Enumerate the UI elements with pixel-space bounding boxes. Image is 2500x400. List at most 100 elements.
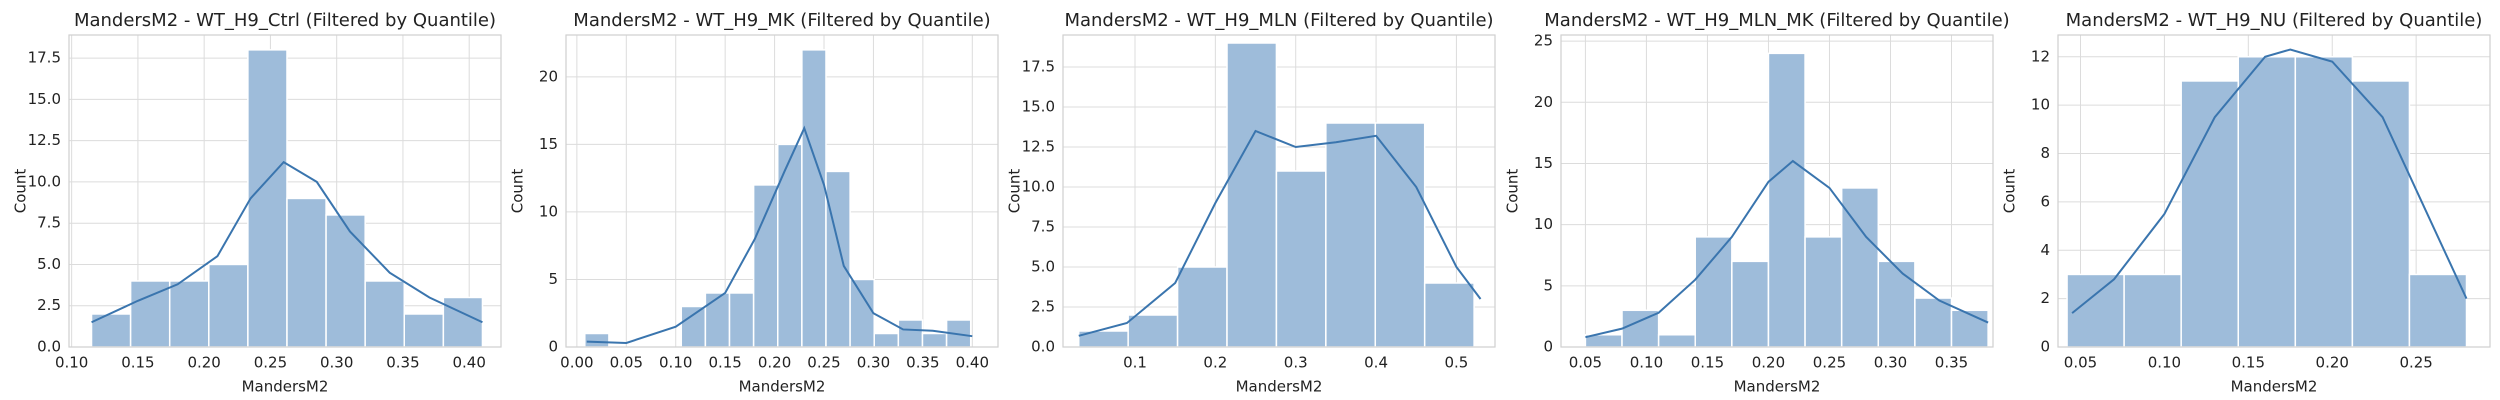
x-tick-label: 0.05 (2064, 354, 2097, 372)
bar (1423, 282, 1475, 348)
bar (2123, 273, 2182, 348)
y-tick-label: 17.5 (28, 49, 61, 67)
bar (1275, 170, 1327, 348)
bar (1767, 52, 1806, 348)
chart-title: MandersM2 - WT_H9_MLN (Filtered by Quant… (1064, 10, 1493, 31)
x-tick-label: 0.10 (2148, 354, 2181, 372)
x-tick-label: 0.05 (1569, 354, 1602, 372)
x-tick-label: 0.3 (1284, 354, 1308, 372)
bar (364, 280, 406, 348)
subplot: 0 5 10 15 20 0.00 0.05 0.10 0.15 0.20 0.25 0.30 0.35… (509, 10, 999, 396)
y-tick-label: 10.0 (28, 172, 61, 190)
x-tick-label: 0.15 (1691, 354, 1724, 372)
y-tick-label: 6 (2040, 192, 2050, 210)
y-tick-label: 0 (548, 338, 558, 356)
y-tick-label: 12.5 (28, 131, 61, 149)
y-tick-label: 2.5 (1031, 298, 1055, 316)
bar (2408, 273, 2468, 348)
bar (2294, 56, 2354, 348)
x-tick-label: 0.30 (1874, 354, 1907, 372)
x-tick-label: 0.25 (807, 354, 840, 372)
y-axis-label: Count (509, 169, 527, 214)
y-tick-label: 8 (2040, 144, 2050, 162)
y-tick-label: 20 (539, 67, 558, 85)
subplot: 0.0 2.5 5.0 7.5 10.0 12.5 15.0 17.5 0.1 0.2 0.3 0.4… (1006, 10, 1496, 396)
bar (1731, 260, 1770, 348)
x-tick-label: 0.2 (1203, 354, 1227, 372)
y-tick-label: 20 (1534, 93, 1553, 111)
kde-line (2071, 48, 2468, 314)
bar (1374, 122, 1426, 348)
x-tick-label: 0.10 (55, 354, 88, 372)
bar (1877, 260, 1916, 348)
bar (752, 184, 779, 348)
x-tick-label: 0.05 (610, 354, 643, 372)
kde-line (91, 160, 483, 324)
y-tick-label: 10 (1534, 215, 1553, 233)
subplot: 0.0 2.5 5.0 7.5 10.0 12.5 15.0 17.5 0.10 0.15 0.20… (12, 10, 502, 396)
x-tick-label: 0.30 (857, 354, 890, 372)
axes-frame (68, 34, 502, 348)
x-tick-label: 0.30 (320, 354, 353, 372)
x-tick-label: 0.20 (1752, 354, 1785, 372)
bar (680, 305, 707, 348)
x-tick-label: 0.10 (659, 354, 692, 372)
chart-title: MandersM2 - WT_H9_NU (Filtered by Quanti… (2066, 10, 2483, 31)
bar (286, 197, 327, 348)
x-tick-label: 0.40 (956, 354, 989, 372)
bar (825, 170, 851, 348)
bar (728, 292, 755, 348)
kde-line (1078, 129, 1482, 337)
bar (1914, 297, 1953, 348)
x-tick-label: 0.35 (906, 354, 939, 372)
bar (2351, 80, 2411, 348)
bar (849, 278, 875, 348)
axes-frame (1560, 34, 1994, 348)
y-tick-label: 15 (539, 135, 558, 153)
x-tick-label: 0.5 (1444, 354, 1468, 372)
y-tick-label: 0.0 (37, 338, 61, 356)
bar (2180, 80, 2240, 348)
y-tick-label: 25 (1534, 32, 1553, 50)
x-tick-label: 0.10 (1630, 354, 1663, 372)
y-tick-label: 10.0 (1022, 178, 1055, 196)
bar (403, 313, 445, 348)
bar (776, 143, 803, 348)
y-axis-label: Count (1504, 169, 1522, 214)
x-axis-label: MandersM2 (242, 378, 329, 396)
x-axis-label: MandersM2 (739, 378, 826, 396)
bar (168, 280, 210, 348)
bar (921, 332, 948, 348)
x-tick-label: 0.40 (452, 354, 485, 372)
x-tick-label: 0.25 (1813, 354, 1846, 372)
chart-title: MandersM2 - WT_H9_MK (Filtered by Quanti… (573, 10, 990, 31)
y-tick-label: 17.5 (1022, 58, 1055, 76)
y-axis-label: Count (12, 169, 30, 214)
y-tick-label: 7.5 (1031, 218, 1055, 236)
bar (873, 332, 900, 348)
axes-frame (565, 34, 999, 348)
subplot: 0 5 10 15 20 25 0.05 0.10 0.15 0.20 0.25 0.30 0.35 Ma… (1504, 10, 2010, 396)
bar (1657, 334, 1696, 348)
x-tick-label: 0.20 (2316, 354, 2349, 372)
x-axis-label: MandersM2 (1236, 378, 1323, 396)
x-axis-label: MandersM2 (1734, 378, 1821, 396)
y-tick-label: 4 (2040, 241, 2050, 259)
y-tick-label: 0.0 (1031, 338, 1055, 356)
y-tick-label: 12.5 (1022, 138, 1055, 156)
y-tick-label: 0 (2040, 338, 2050, 356)
y-axis-label: Count (2001, 169, 2019, 214)
bar (1804, 236, 1843, 348)
x-axis-label: MandersM2 (2231, 378, 2318, 396)
chart-title: MandersM2 - WT_H9_Ctrl (Filtered by Quan… (74, 10, 496, 31)
bar (584, 332, 610, 348)
x-tick-label: 0.1 (1123, 354, 1147, 372)
axes-frame (1062, 34, 1496, 348)
y-tick-label: 10 (2031, 96, 2050, 114)
bar (325, 214, 366, 348)
y-axis-label: Count (1006, 169, 1024, 214)
x-tick-label: 0.4 (1364, 354, 1388, 372)
y-tick-label: 15.0 (1022, 98, 1055, 116)
y-tick-label: 5.0 (1031, 258, 1055, 276)
